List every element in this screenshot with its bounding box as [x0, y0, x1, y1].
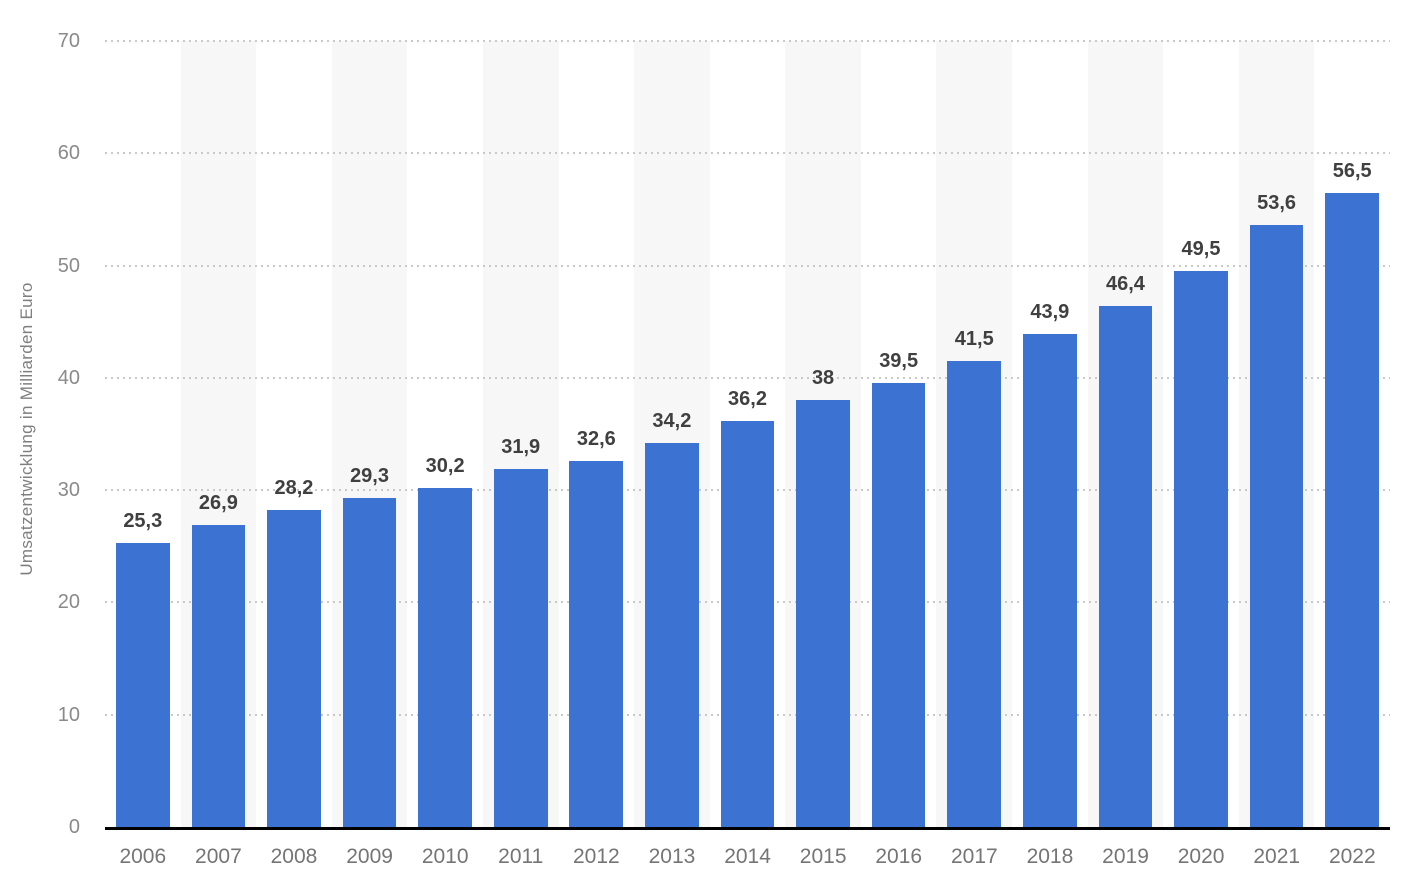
y-tick-label-30: 30 [57, 479, 80, 502]
column-slot-2019: 46,4 [1087, 41, 1164, 827]
value-label-2021: 53,6 [1257, 192, 1297, 215]
column-slot-2006: 25,3 [105, 41, 181, 827]
plot-area: 25,3 26,9 28,2 29,3 30,2 31,9 32,6 34,2 36,2 38 39… [105, 40, 1390, 830]
gridline-50 [105, 264, 1390, 267]
x-tick-label-2013: 2013 [648, 845, 696, 868]
column-slot-2008: 28,2 [256, 41, 332, 827]
value-label-2007: 26,9 [198, 491, 238, 514]
value-label-2009: 29,3 [350, 465, 389, 488]
value-label-2012: 32,6 [576, 427, 616, 450]
column-slot-2010: 30,2 [407, 41, 483, 827]
x-tick-label-2017: 2017 [950, 845, 998, 868]
x-tick-label-2010: 2010 [421, 845, 469, 868]
y-tick-label-70: 70 [57, 30, 80, 52]
x-tick-label-2021: 2021 [1253, 845, 1301, 868]
value-label-2006: 25,3 [123, 509, 163, 532]
bar-2016[interactable] [871, 383, 926, 827]
y-tick-label-40: 40 [57, 366, 80, 389]
value-label-2008: 28,2 [274, 477, 314, 500]
column-slot-2018: 43,9 [1012, 41, 1088, 827]
bar-2014[interactable] [720, 420, 775, 827]
bar-2013[interactable] [645, 442, 699, 827]
value-label-2015: 38 [811, 367, 835, 390]
value-label-2017: 41,5 [954, 328, 994, 351]
value-label-2011: 31,9 [501, 435, 541, 458]
column-slot-2009: 29,3 [331, 41, 408, 827]
column-slot-2016: 39,5 [861, 41, 937, 827]
bar-2015[interactable] [796, 400, 850, 827]
bar-2019[interactable] [1098, 306, 1153, 827]
x-tick-label-2009: 2009 [346, 845, 393, 868]
bar-2007[interactable] [191, 524, 246, 827]
bar-2017[interactable] [947, 361, 1002, 827]
column-slot-2014: 36,2 [710, 41, 786, 827]
bar-2006[interactable] [115, 542, 170, 827]
column-slot-2020: 49,5 [1163, 41, 1239, 827]
x-axis-labels: 2006 2007 2008 2009 2010 2011 2012 2013 2014 2015… [105, 842, 1390, 872]
value-label-2019: 46,4 [1105, 273, 1145, 295]
x-tick-label-2011: 2011 [498, 845, 544, 868]
value-label-2018: 43,9 [1030, 301, 1070, 324]
column-slot-2017: 41,5 [936, 41, 1013, 827]
column-slot-2011: 31,9 [482, 41, 559, 827]
gridline-40 [105, 376, 1390, 379]
x-tick-label-2012: 2012 [573, 845, 620, 868]
bar-2008[interactable] [267, 510, 321, 827]
column-slot-2015: 38 [785, 41, 861, 827]
column-slot-2012: 32,6 [559, 41, 635, 827]
x-tick-label-2018: 2018 [1026, 845, 1074, 868]
bar-2009[interactable] [342, 498, 397, 827]
value-label-2016: 39,5 [879, 350, 919, 373]
value-label-2010: 30,2 [425, 454, 465, 477]
y-tick-label-0: 0 [68, 816, 80, 838]
value-label-2020: 49,5 [1181, 238, 1221, 261]
column-slot-2022: 56,5 [1314, 41, 1390, 827]
bar-2022[interactable] [1325, 192, 1380, 827]
x-tick-label-2022: 2022 [1328, 845, 1376, 868]
column-slot-2021: 53,6 [1238, 41, 1315, 827]
value-label-2013: 34,2 [652, 409, 692, 432]
bar-2012[interactable] [569, 460, 624, 827]
x-tick-label-2019: 2019 [1102, 845, 1149, 868]
bar-2010[interactable] [418, 487, 472, 827]
y-axis-tick-labels: 0 10 20 30 40 50 60 70 [0, 30, 86, 838]
x-tick-label-2020: 2020 [1177, 845, 1225, 868]
y-tick-label-20: 20 [57, 591, 80, 614]
gridline-60 [105, 152, 1390, 155]
x-tick-label-2016: 2016 [875, 845, 923, 868]
bar-2021[interactable] [1249, 225, 1304, 827]
bar-2020[interactable] [1174, 271, 1228, 827]
bar-2011[interactable] [493, 468, 548, 827]
x-tick-label-2006: 2006 [119, 845, 167, 868]
column-slot-2007: 26,9 [180, 41, 257, 827]
value-label-2014: 36,2 [728, 387, 767, 410]
y-tick-label-60: 60 [57, 142, 80, 165]
x-tick-label-2014: 2014 [724, 845, 771, 868]
x-tick-label-2007: 2007 [195, 845, 242, 868]
bar-2018[interactable] [1023, 334, 1077, 827]
x-tick-label-2008: 2008 [270, 845, 318, 868]
y-tick-label-50: 50 [57, 254, 80, 277]
value-label-2022: 56,5 [1332, 159, 1372, 182]
column-slot-2013: 34,2 [634, 41, 710, 827]
y-tick-label-10: 10 [57, 703, 80, 726]
gridline-70 [105, 40, 1390, 42]
x-tick-label-2015: 2015 [799, 845, 847, 868]
